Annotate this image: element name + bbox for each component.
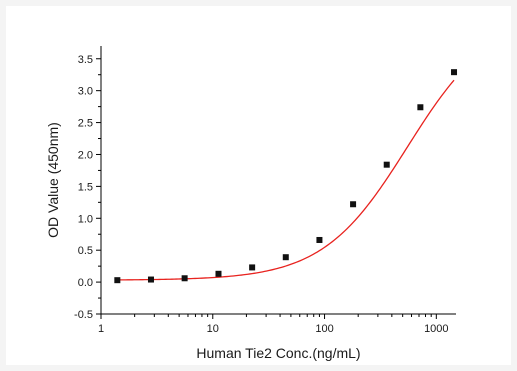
data-points — [114, 69, 458, 284]
x-tick-label: 10 — [207, 323, 219, 335]
y-tick-label: 0.5 — [78, 245, 93, 257]
y-tick-label: 2.0 — [78, 149, 93, 161]
data-point — [451, 69, 458, 76]
chart-card — [6, 6, 511, 365]
y-tick-label: 0.0 — [78, 277, 93, 289]
fit-curve-line — [117, 79, 455, 281]
data-point — [350, 201, 357, 208]
x-tick-label: 1 — [98, 323, 104, 335]
y-tick-label: 3.5 — [78, 54, 93, 66]
data-point — [249, 264, 256, 271]
y-tick-label: -0.5 — [74, 309, 93, 321]
y-tick-label: 3.0 — [78, 86, 93, 98]
axes: -0.5 0.0 0.5 1.0 1.5 2.0 2.5 3.0 3.5 1 10 100 1000 — [74, 46, 456, 335]
data-point — [147, 276, 154, 283]
data-point — [316, 236, 323, 243]
data-point — [417, 104, 424, 111]
data-point — [383, 161, 390, 168]
y-tick-label: 1.5 — [78, 181, 93, 193]
x-axis-title: Human Tie2 Conc.(ng/mL) — [196, 345, 360, 361]
x-tick-label: 1000 — [424, 323, 448, 335]
data-point — [181, 275, 188, 282]
data-point — [114, 277, 121, 284]
y-axis-title: OD Value (450nm) — [45, 122, 61, 238]
data-point — [282, 254, 289, 261]
data-point — [215, 270, 222, 277]
x-tick-label: 100 — [315, 323, 333, 335]
y-tick-label: 2.5 — [78, 118, 93, 130]
y-tick-label: 1.0 — [78, 213, 93, 225]
